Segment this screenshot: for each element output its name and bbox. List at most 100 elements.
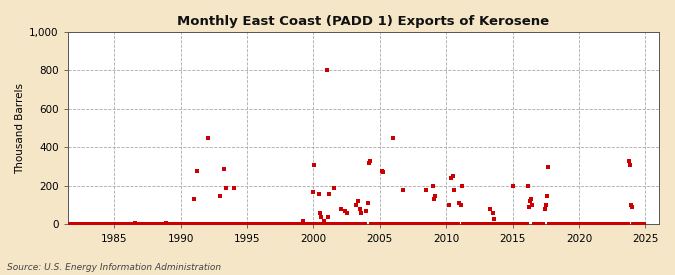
Point [277, 222, 288, 227]
Point [421, 188, 431, 192]
Point [493, 222, 504, 227]
Point [242, 222, 252, 227]
Point [341, 211, 352, 215]
Point [107, 222, 118, 227]
Point [258, 222, 269, 227]
Point [269, 222, 280, 227]
Point [103, 222, 114, 227]
Point [98, 222, 109, 227]
Point [633, 222, 644, 227]
Point [113, 222, 124, 227]
Point [285, 222, 296, 227]
Point [607, 221, 618, 226]
Point [294, 222, 304, 227]
Point [489, 222, 500, 227]
Point [605, 221, 616, 226]
Point [117, 222, 128, 227]
Point [539, 207, 550, 211]
Point [614, 221, 624, 226]
Point [370, 222, 381, 227]
Point [389, 222, 400, 227]
Point [628, 222, 639, 227]
Point [420, 222, 431, 227]
Point [132, 222, 143, 227]
Point [310, 222, 321, 227]
Point [145, 222, 156, 227]
Point [180, 222, 190, 227]
Point [115, 222, 126, 227]
Point [417, 222, 428, 227]
Y-axis label: Thousand Barrels: Thousand Barrels [15, 83, 25, 174]
Point [591, 221, 602, 226]
Point [467, 222, 478, 227]
Point [121, 222, 132, 227]
Point [463, 222, 474, 227]
Point [83, 222, 94, 227]
Point [221, 222, 232, 227]
Point [82, 222, 93, 227]
Point [377, 170, 388, 175]
Point [456, 184, 467, 188]
Point [309, 163, 320, 167]
Point [576, 222, 587, 227]
Point [207, 222, 218, 227]
Point [188, 222, 198, 227]
Point [590, 221, 601, 226]
Point [217, 222, 228, 227]
Point [444, 203, 455, 207]
Point [372, 222, 383, 227]
Point [123, 222, 134, 227]
Point [273, 222, 284, 227]
Point [427, 184, 438, 188]
Point [166, 222, 177, 227]
Point [292, 222, 302, 227]
Point [505, 222, 516, 227]
Point [504, 222, 514, 227]
Point [259, 222, 270, 227]
Point [375, 222, 385, 227]
Point [635, 222, 646, 227]
Point [214, 222, 225, 227]
Point [298, 218, 308, 223]
Point [609, 221, 620, 226]
Point [486, 222, 497, 227]
Point [432, 222, 443, 227]
Point [510, 222, 520, 227]
Point [209, 222, 220, 227]
Point [204, 222, 215, 227]
Point [472, 222, 483, 227]
Point [538, 222, 549, 227]
Point [284, 222, 294, 227]
Point [631, 222, 642, 227]
Point [255, 222, 266, 227]
Point [250, 222, 261, 227]
Point [289, 222, 300, 227]
Point [74, 222, 84, 227]
Point [181, 222, 192, 227]
Point [155, 221, 166, 226]
Point [223, 222, 234, 227]
Point [429, 197, 439, 202]
Point [157, 222, 168, 227]
Point [496, 222, 507, 227]
Point [585, 222, 595, 227]
Point [256, 222, 267, 227]
Point [295, 222, 306, 227]
Point [551, 222, 562, 227]
Point [415, 222, 426, 227]
Point [114, 222, 125, 227]
Point [281, 222, 292, 227]
Point [441, 222, 452, 227]
Point [193, 222, 204, 227]
Point [559, 222, 570, 227]
Point [126, 222, 136, 227]
Point [587, 221, 597, 226]
Point [351, 203, 362, 207]
Point [577, 222, 588, 227]
Point [442, 222, 453, 227]
Point [611, 221, 622, 226]
Point [184, 222, 195, 227]
Point [238, 222, 249, 227]
Point [111, 222, 122, 227]
Point [350, 222, 360, 227]
